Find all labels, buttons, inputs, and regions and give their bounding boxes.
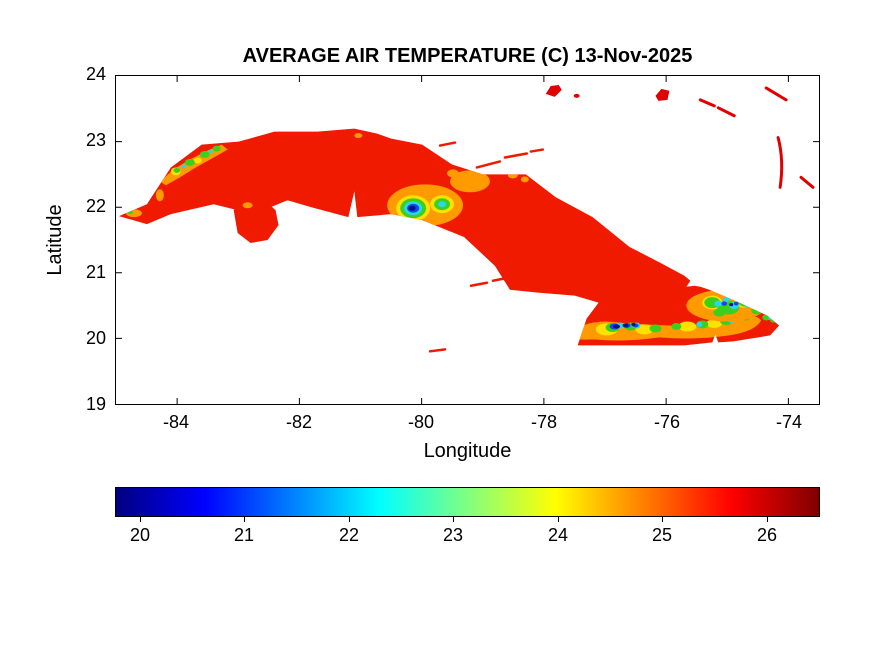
axis-tick-marks — [116, 76, 819, 404]
isle-of-youth-island — [233, 199, 279, 243]
colorbar-tick-label: 25 — [651, 525, 673, 545]
colorbar-tick-mark — [662, 517, 663, 522]
y-tick-label: 20 — [85, 328, 106, 348]
x-axis-label: Longitude — [423, 440, 512, 462]
plot-title: AVERAGE AIR TEMPERATURE (C) 13-Nov-2025 — [242, 45, 693, 67]
colorbar-tick-mark — [244, 517, 245, 522]
colorbar-tick-label: 23 — [442, 525, 464, 545]
x-tick-label: -76 — [653, 412, 680, 432]
x-tick-label: -84 — [162, 412, 189, 432]
x-tick-label: -82 — [285, 412, 312, 432]
colorbar-tick-mark — [558, 517, 559, 522]
colorbar-tick-label: 26 — [756, 525, 778, 545]
axes-area — [115, 75, 820, 405]
x-tick-label: -74 — [775, 412, 802, 432]
colorbar-tick-mark — [453, 517, 454, 522]
colorbar-tick-mark — [767, 517, 768, 522]
colorbar — [115, 487, 820, 517]
y-tick-label: 24 — [85, 64, 106, 84]
cuba-temperature-map — [116, 76, 819, 404]
x-tick-label: -78 — [530, 412, 557, 432]
mountain-region-central — [387, 170, 490, 227]
neighboring-island-fragments — [545, 84, 815, 189]
colorbar-tick-label: 20 — [129, 525, 151, 545]
x-tick-label: -80 — [407, 412, 434, 432]
y-tick-label: 21 — [85, 262, 106, 282]
colorbar-tick-label: 21 — [233, 525, 255, 545]
mountain-region-west — [125, 144, 228, 218]
offshore-cays — [428, 141, 545, 353]
cuba-mainland — [118, 128, 780, 346]
landmass-cuba — [118, 128, 780, 346]
y-tick-label: 19 — [85, 394, 106, 414]
colorbar-tick-mark — [349, 517, 350, 522]
colorbar-tick-label: 22 — [338, 525, 360, 545]
colorbar-tick-label: 24 — [547, 525, 569, 545]
y-tick-label: 23 — [85, 130, 106, 150]
colorbar-tick-mark — [140, 517, 141, 522]
y-tick-label: 22 — [85, 196, 106, 216]
